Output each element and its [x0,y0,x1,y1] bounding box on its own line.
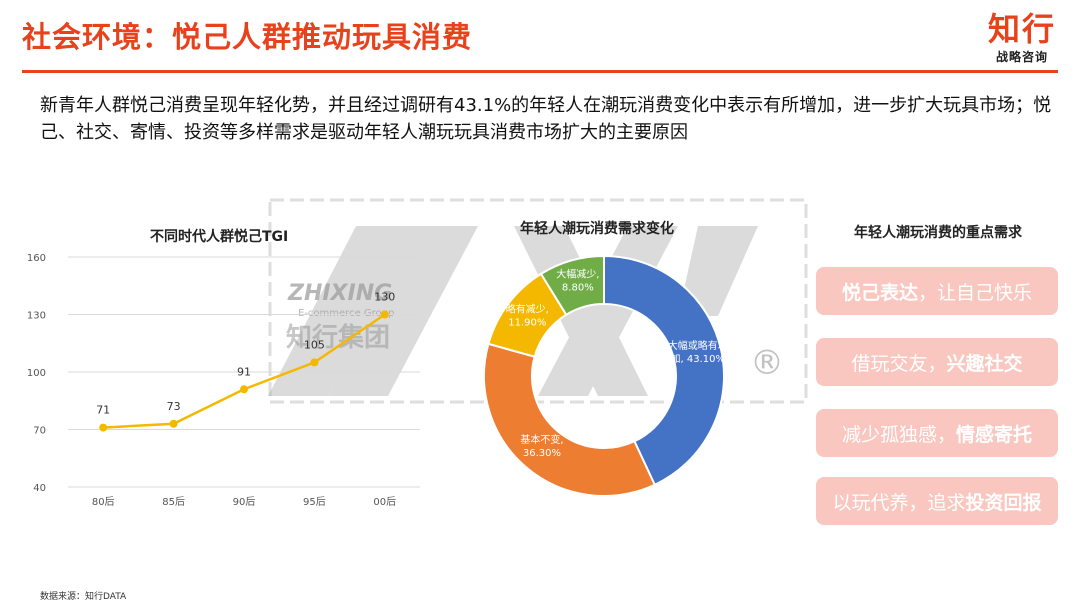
page-title: 社会环境：悦己人群推动玩具消费 [22,20,473,54]
y-tick-label: 70 [33,426,46,437]
header-divider [22,70,1058,73]
y-tick-label: 130 [27,311,46,322]
logo-main-text: 知行 [987,10,1056,48]
donut-chart-title: 年轻人潮玩消费需求变化 [520,221,674,237]
need-item-bold: 投资回报 [965,491,1042,514]
data-point [380,310,389,319]
need-item-bold: 兴趣社交 [946,352,1023,375]
data-label: 105 [304,338,325,351]
need-item-text: ，让自己快乐 [918,281,1033,304]
x-tick-label: 95后 [303,496,326,508]
donut-slice [483,342,657,497]
data-label: 71 [96,404,110,417]
donut-chart: 大幅或略有增加, 43.10% 基本不变, 36.30% 略有减少, 11.90% 大幅减… [483,254,728,497]
slice-label: 大幅减少, 8.80% [556,268,599,294]
x-tick-label: 80后 [92,496,115,508]
data-label: 130 [374,291,395,304]
x-tick-label: 90后 [233,496,256,508]
data-point [240,385,248,394]
need-item-bold: 情感寄托 [956,423,1033,446]
donut-slice [539,254,605,317]
slice-label: 基本不变, 36.30% [520,433,563,459]
data-label: 73 [167,400,181,413]
line-chart-title: 不同时代人群悦己TGI [150,229,289,245]
slice-label: 大幅或略有增加, 43.10% [668,339,728,365]
x-tick-label: 00后 [373,496,396,508]
need-item-investment: 以玩代养，追求 投资回报 [816,477,1058,525]
data-source: 数据来源：知行DATA [40,592,127,602]
need-item-bold: 悦己表达 [841,281,918,304]
data-point [99,423,108,432]
intro-paragraph: 新青年人群悦己消费呈现年轻化势，并且经过调研有43.1%的年轻人在潮玩消费变化中… [40,95,1052,143]
needs-title: 年轻人潮玩消费的重点需求 [854,225,1022,241]
y-tick-label: 40 [33,483,46,494]
line-chart: 40 70 100 130 160 80后 85后 90后 95后 00后 71 73 91 105 130 [27,253,420,508]
need-item-self-expression: 悦己表达 ，让自己快乐 [816,267,1058,315]
data-label: 91 [237,365,251,378]
y-tick-label: 160 [27,253,46,264]
slice-label: 略有减少, 11.90% [506,302,549,328]
need-item-text: 以玩代养，追求 [832,491,966,514]
donut-slice [603,254,725,487]
data-point [310,358,319,367]
need-item-text: 减少孤独感， [841,423,956,446]
x-tick-label: 85后 [162,496,185,508]
need-item-text: 借玩交友， [851,352,947,375]
y-tick-label: 100 [27,368,46,379]
brand-logo: 知行 战略咨询 [988,12,1056,65]
data-point [169,419,178,428]
need-item-emotional: 减少孤独感， 情感寄托 [816,409,1058,457]
logo-sub-text: 战略咨询 [995,50,1048,64]
need-item-social: 借玩交友， 兴趣社交 [816,338,1058,386]
